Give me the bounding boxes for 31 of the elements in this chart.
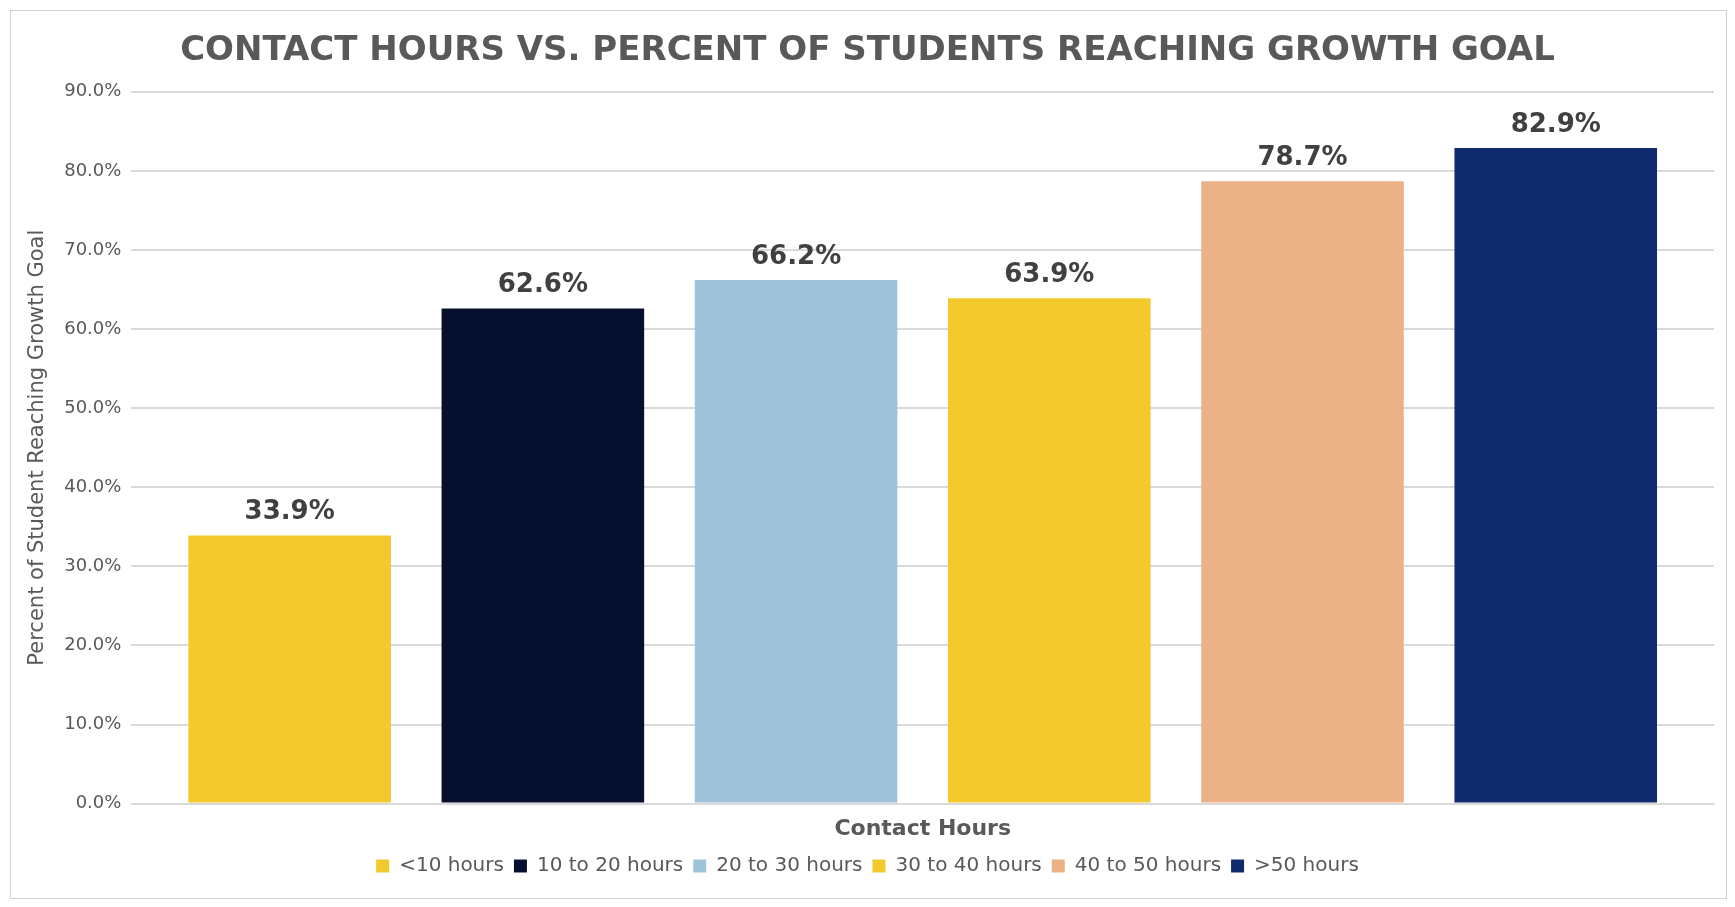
y-tick-label: 0.0%: [75, 791, 122, 813]
legend-label: 30 to 40 hours: [895, 852, 1042, 877]
y-tick-label: 50.0%: [64, 395, 122, 417]
y-tick-label: 20.0%: [64, 633, 122, 655]
chart-title: CONTACT HOURS VS. PERCENT OF STUDENTS REACHING GROWTH GOAL: [180, 28, 1555, 69]
bar: [1454, 147, 1658, 803]
y-tick-label: 60.0%: [64, 316, 122, 338]
data-label: 63.9%: [1004, 257, 1095, 288]
legend-label: 40 to 50 hours: [1074, 852, 1222, 877]
bar: [1201, 181, 1404, 803]
y-tick-label: 40.0%: [64, 474, 122, 496]
data-label: 33.9%: [244, 495, 335, 526]
legend-label: 10 to 20 hours: [536, 852, 684, 877]
y-tick-label: 10.0%: [64, 712, 122, 734]
bar: [948, 298, 1151, 803]
bar: [694, 280, 898, 803]
legend-label: <10 hours: [399, 852, 504, 877]
y-axis-title: Percent of Student Reaching Growth Goal: [24, 229, 49, 666]
y-tick-label: 90.0%: [64, 79, 122, 101]
y-tick-label: 30.0%: [64, 554, 122, 576]
data-label: 62.6%: [497, 268, 588, 299]
bar: [188, 535, 391, 803]
y-tick-label: 70.0%: [64, 237, 122, 259]
data-label: 82.9%: [1510, 107, 1601, 138]
bar: [441, 308, 645, 803]
y-tick-label: 80.0%: [64, 158, 122, 180]
legend-label: 20 to 30 hours: [716, 852, 863, 877]
legend-label: >50 hours: [1254, 852, 1359, 877]
data-label: 78.7%: [1257, 140, 1348, 171]
x-axis-title: Contact Hours: [834, 814, 1012, 840]
data-label: 66.2%: [750, 239, 842, 270]
